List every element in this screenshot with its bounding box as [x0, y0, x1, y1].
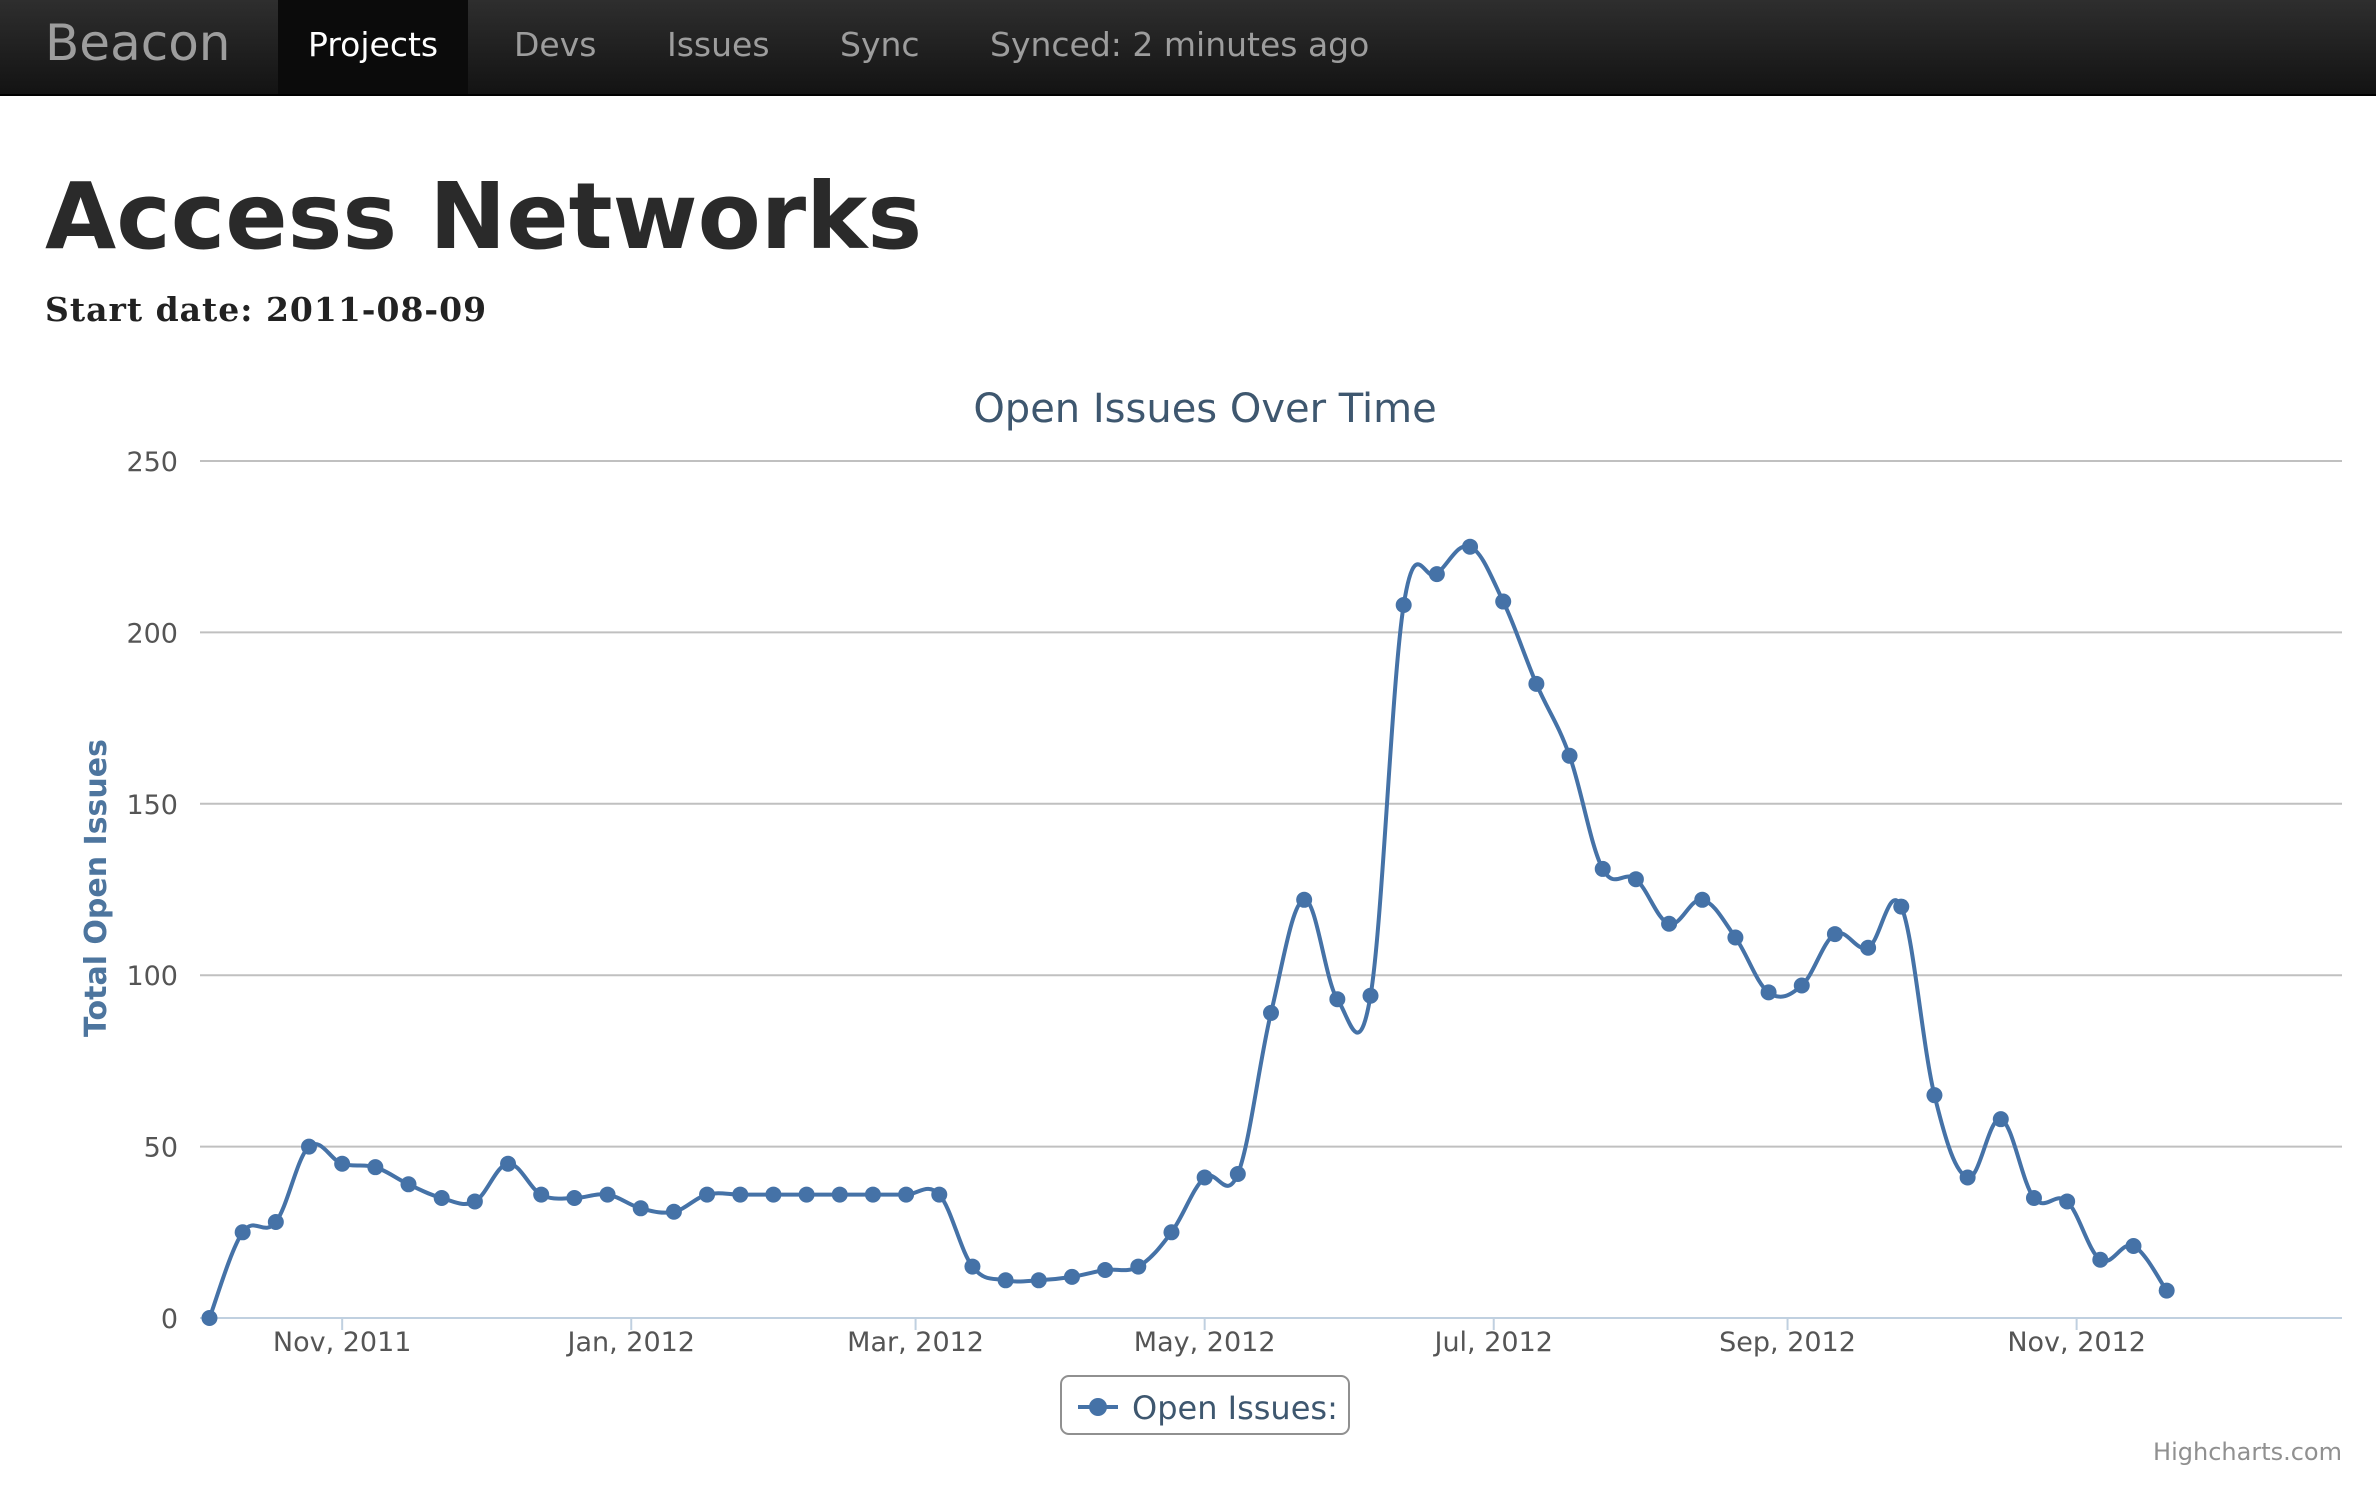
y-tick-label: 150	[126, 790, 178, 821]
x-tick-label: Nov, 2011	[273, 1327, 412, 1358]
data-point[interactable]	[1561, 747, 1578, 764]
data-point[interactable]	[2092, 1251, 2109, 1268]
data-point[interactable]	[300, 1138, 317, 1155]
y-tick-label: 250	[126, 447, 178, 478]
y-tick-label: 100	[126, 961, 178, 992]
data-point[interactable]	[1694, 891, 1711, 908]
nav-item-issues[interactable]: Issues	[667, 25, 770, 64]
x-tick-label: May, 2012	[1134, 1327, 1276, 1358]
data-point[interactable]	[500, 1155, 517, 1172]
sync-status-text: Synced: 2 minutes ago	[990, 25, 1370, 64]
data-point[interactable]	[1826, 926, 1843, 943]
data-point[interactable]	[1727, 929, 1744, 946]
data-point[interactable]	[1893, 898, 1910, 915]
data-point[interactable]	[2125, 1238, 2142, 1255]
brand-logo-link[interactable]: Beacon	[45, 14, 231, 72]
data-point[interactable]	[1362, 987, 1379, 1004]
y-tick-label: 0	[161, 1304, 178, 1335]
data-point[interactable]	[1495, 593, 1512, 610]
data-point[interactable]	[1329, 991, 1346, 1008]
y-tick-label: 50	[144, 1133, 178, 1164]
data-point[interactable]	[798, 1186, 815, 1203]
data-point[interactable]	[632, 1200, 649, 1217]
data-point[interactable]	[1760, 984, 1777, 1001]
data-point[interactable]	[466, 1193, 483, 1210]
data-point[interactable]	[1263, 1004, 1279, 1021]
x-tick-label: Nov, 2012	[2007, 1327, 2146, 1358]
data-point[interactable]	[1196, 1169, 1213, 1186]
legend-box[interactable]	[1060, 1375, 1350, 1435]
data-point[interactable]	[1462, 538, 1479, 555]
legend-item-open-issues[interactable]: Open Issues:	[1132, 1389, 1338, 1427]
data-point[interactable]	[566, 1190, 583, 1207]
top-navbar: Beacon Projects Devs Issues Sync Synced:…	[0, 0, 2376, 96]
nav-item-sync[interactable]: Sync	[840, 25, 920, 64]
data-point[interactable]	[2025, 1190, 2042, 1207]
data-point[interactable]	[2158, 1282, 2175, 1299]
data-point[interactable]	[2059, 1193, 2076, 1210]
page-title: Access Networks	[45, 163, 923, 270]
nav-item-projects[interactable]: Projects	[278, 0, 469, 94]
data-point[interactable]	[433, 1190, 450, 1207]
data-point[interactable]	[765, 1186, 782, 1203]
data-point[interactable]	[699, 1186, 716, 1203]
data-point[interactable]	[665, 1203, 682, 1220]
data-point[interactable]	[234, 1224, 251, 1241]
data-point[interactable]	[831, 1186, 848, 1203]
y-axis-title: Total Open Issues	[79, 739, 114, 1037]
chart-legend[interactable]: Open Issues:	[1060, 1375, 1350, 1435]
data-point[interactable]	[1063, 1268, 1080, 1285]
data-point[interactable]	[1030, 1272, 1047, 1289]
data-point[interactable]	[1097, 1262, 1114, 1279]
data-point[interactable]	[1661, 915, 1678, 932]
data-point[interactable]	[533, 1186, 550, 1203]
data-point[interactable]	[864, 1186, 881, 1203]
chart-gridlines	[200, 460, 2342, 1148]
data-point[interactable]	[267, 1214, 284, 1231]
data-point[interactable]	[334, 1155, 351, 1172]
data-point[interactable]	[1594, 860, 1611, 877]
data-point[interactable]	[1229, 1166, 1246, 1183]
start-date-label: Start date: 2011-08-09	[45, 290, 488, 329]
x-tick-label: Mar, 2012	[847, 1327, 984, 1358]
data-point[interactable]	[201, 1310, 218, 1326]
data-point[interactable]	[1428, 566, 1445, 583]
data-point[interactable]	[1992, 1111, 2009, 1128]
data-point[interactable]	[997, 1272, 1014, 1289]
data-point[interactable]	[599, 1186, 616, 1203]
data-point[interactable]	[400, 1176, 417, 1193]
data-point[interactable]	[1163, 1224, 1180, 1241]
chart-title: Open Issues Over Time	[973, 386, 1436, 432]
series-line	[207, 544, 2169, 1319]
data-point[interactable]	[1793, 977, 1810, 994]
data-point[interactable]	[732, 1186, 749, 1203]
nav-item-devs[interactable]: Devs	[514, 25, 597, 64]
data-point[interactable]	[1395, 596, 1412, 613]
x-tick-label: Jul, 2012	[1432, 1327, 1552, 1358]
data-point[interactable]	[1926, 1087, 1943, 1104]
chart-series-open-issues	[201, 538, 2175, 1326]
data-point[interactable]	[1627, 871, 1644, 888]
x-tick-label: Sep, 2012	[1719, 1327, 1856, 1358]
data-point[interactable]	[1959, 1169, 1976, 1186]
y-tick-label: 200	[126, 618, 178, 649]
data-point[interactable]	[964, 1258, 981, 1275]
data-point[interactable]	[367, 1159, 384, 1176]
legend-series-marker-icon	[1089, 1398, 1107, 1416]
data-point[interactable]	[1296, 891, 1313, 908]
highcharts-credits-link[interactable]: Highcharts.com	[2153, 1438, 2342, 1466]
data-point[interactable]	[1860, 939, 1877, 956]
data-point[interactable]	[1528, 675, 1545, 692]
x-tick-label: Jan, 2012	[565, 1327, 695, 1358]
chart-axes: 0 50 100 150 200 250 Nov, 2011 Jan, 2012 Mar, 20…	[126, 447, 2342, 1358]
data-point[interactable]	[1130, 1258, 1147, 1275]
data-point[interactable]	[931, 1186, 948, 1203]
data-point[interactable]	[898, 1186, 915, 1203]
